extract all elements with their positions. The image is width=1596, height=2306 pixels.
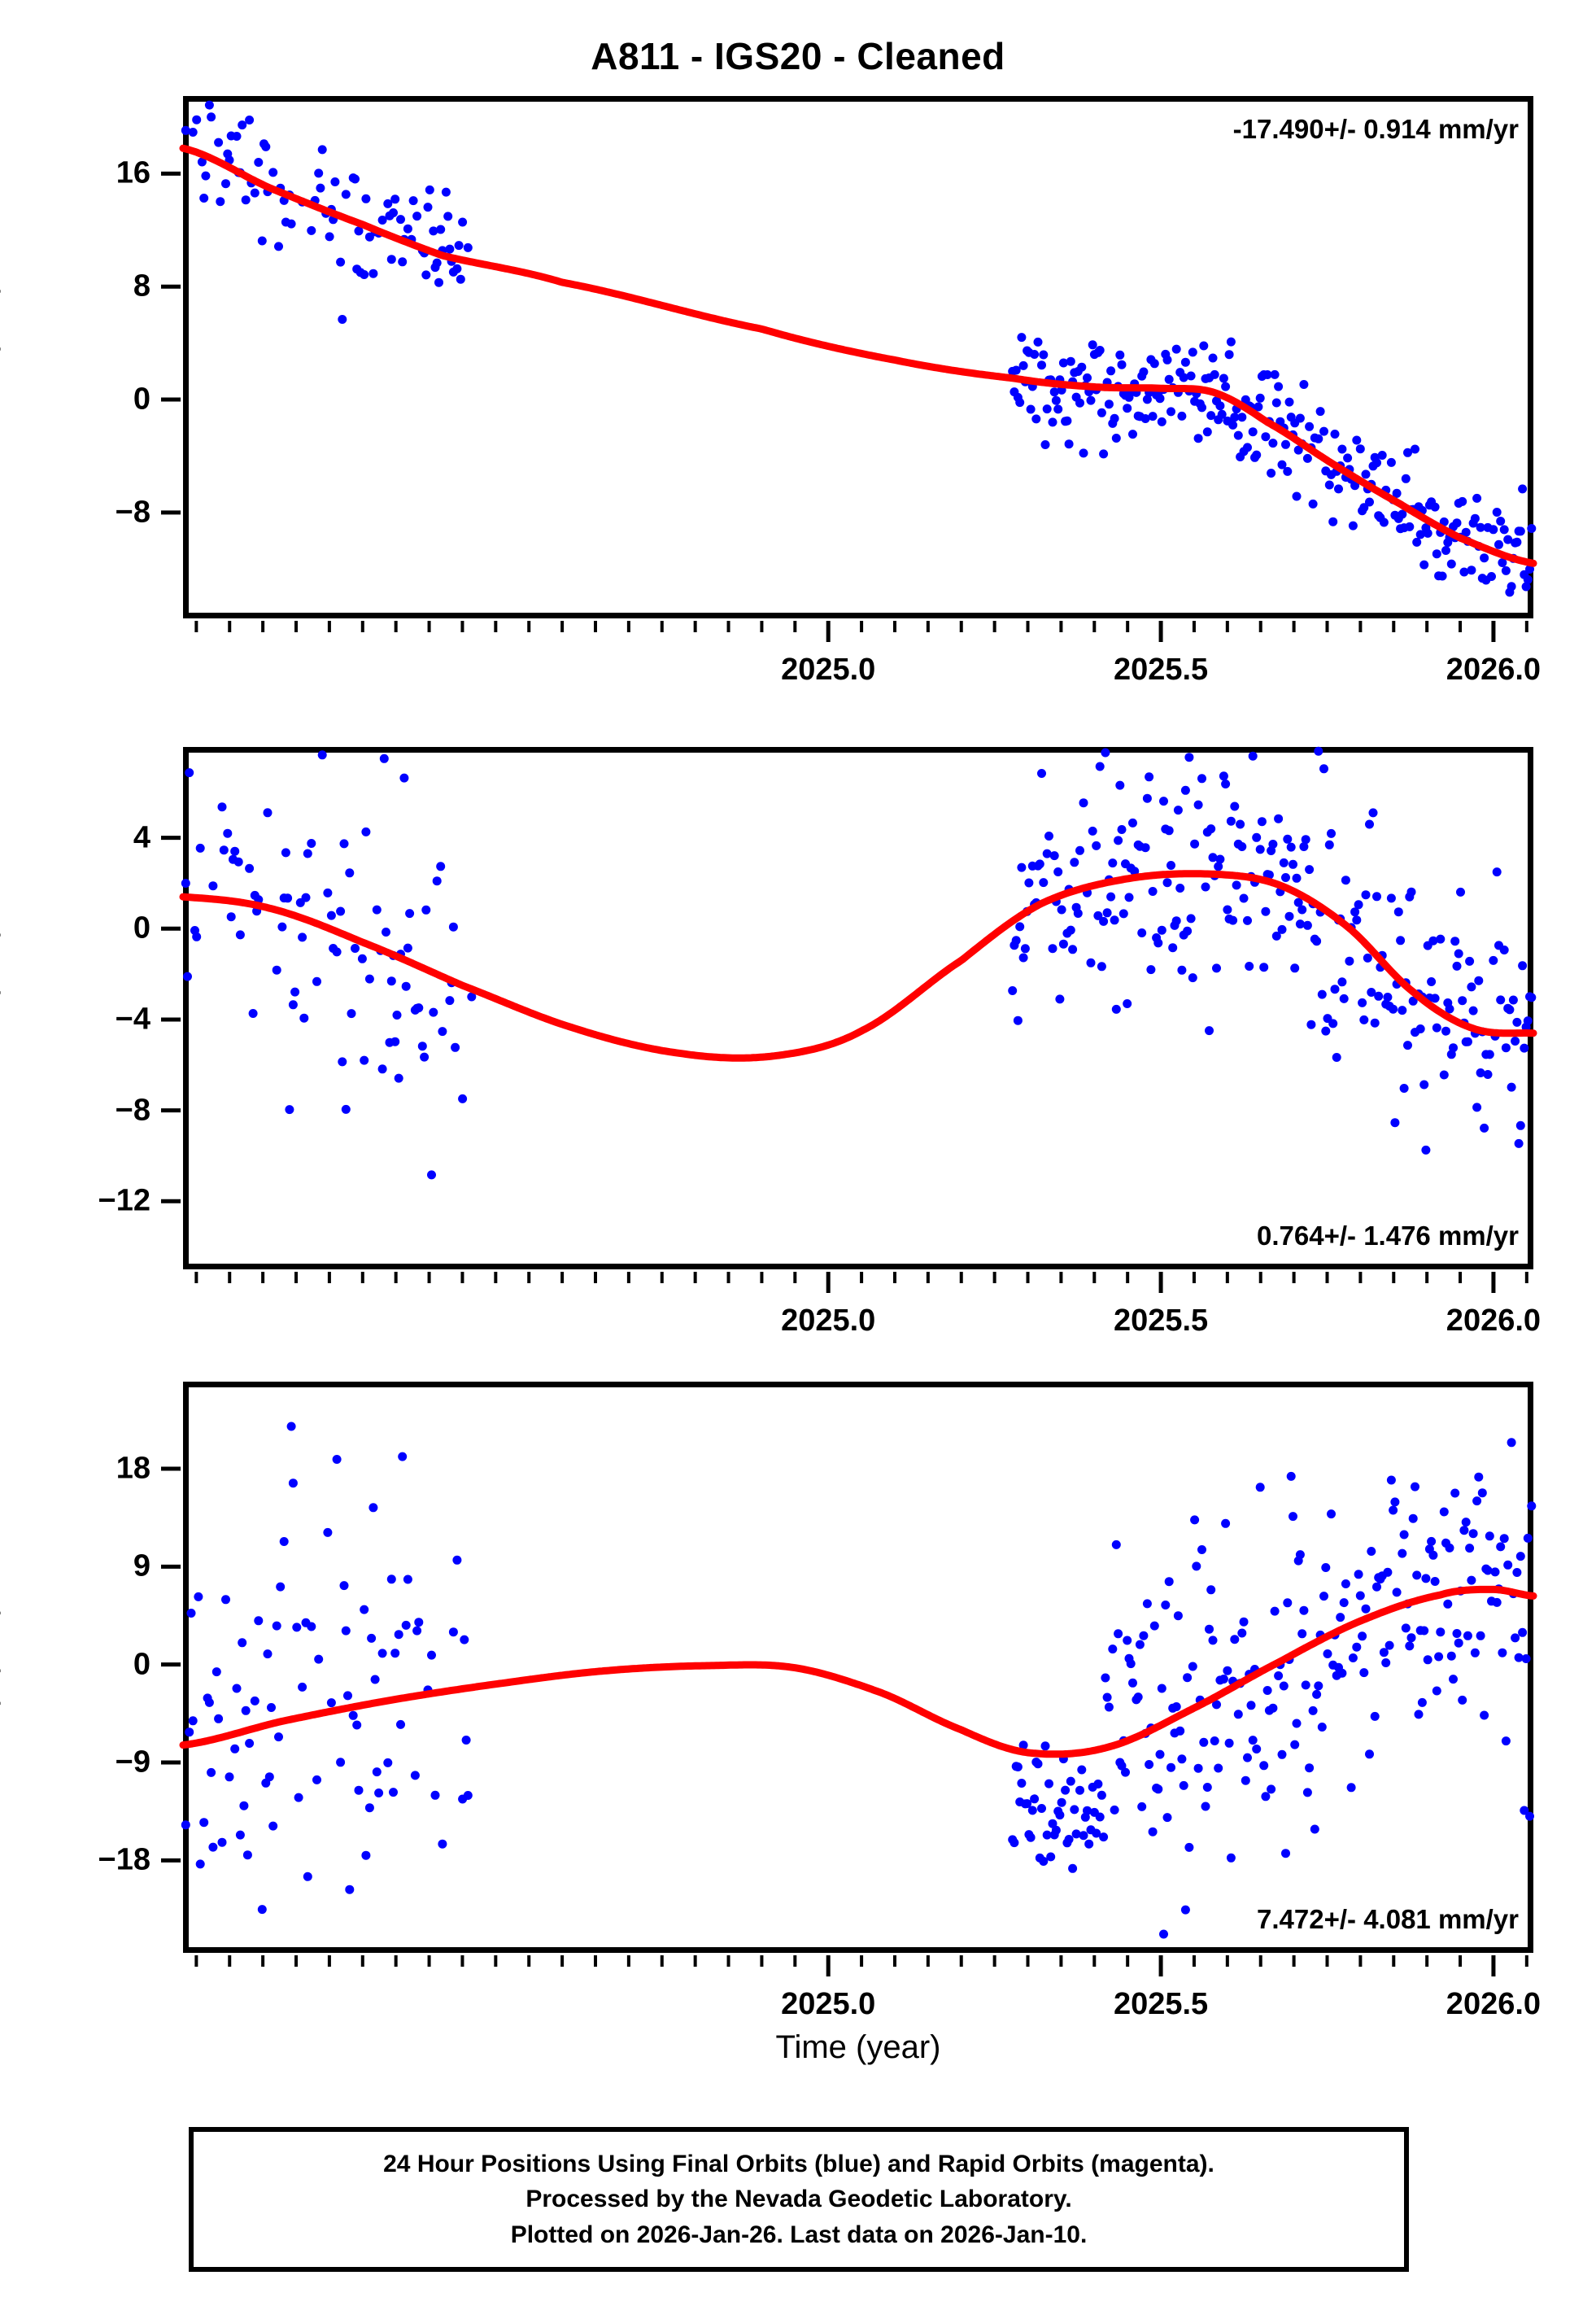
- x-axis-title: Time (year): [775, 2029, 941, 2065]
- y-tick-label: −9: [115, 1745, 150, 1780]
- rate-label-east: -17.490+/- 0.914 mm/yr: [1232, 114, 1519, 144]
- x-tick-label: 2026.0: [1446, 653, 1541, 687]
- y-tick-label: 9: [133, 1548, 150, 1583]
- y-tick-label: 8: [133, 269, 150, 304]
- y-axis-title-up: Up (mm): [0, 1604, 2, 1731]
- caption-line: Processed by the Nevada Geodetic Laborat…: [525, 2186, 1072, 2213]
- y-tick-label: 0: [133, 911, 150, 946]
- y-tick-label: 4: [133, 820, 150, 855]
- x-tick-label: 2025.5: [1113, 1987, 1209, 2021]
- x-tick-label: 2025.5: [1113, 653, 1209, 687]
- y-tick-label: 16: [116, 155, 150, 190]
- y-tick-label: 18: [116, 1451, 150, 1486]
- y-tick-label: −8: [115, 1093, 150, 1128]
- y-tick-label: −12: [98, 1183, 150, 1218]
- x-tick-label: 2025.0: [781, 1304, 876, 1338]
- y-tick-label: 0: [133, 1647, 150, 1682]
- x-tick-label: 2026.0: [1446, 1304, 1541, 1338]
- plot-frame-north: [183, 747, 1533, 1269]
- y-tick-label: −18: [98, 1842, 150, 1877]
- y-axis-title-east: East (mm): [0, 282, 2, 432]
- y-tick-label: −8: [115, 495, 150, 530]
- x-tick-label: 2025.5: [1113, 1304, 1209, 1338]
- rate-label-north: 0.764+/- 1.476 mm/yr: [1257, 1221, 1519, 1251]
- x-tick-label: 2025.0: [781, 1987, 876, 2021]
- caption-line: Plotted on 2026-Jan-26. Last data on 202…: [510, 2221, 1088, 2248]
- y-tick-label: 0: [133, 382, 150, 417]
- rate-label-up: 7.472+/- 4.081 mm/yr: [1257, 1904, 1519, 1934]
- plot-frame-east: [183, 96, 1533, 618]
- y-axis-title-north: North (mm): [0, 926, 2, 1090]
- page-title: A811 - IGS20 - Cleaned: [591, 35, 1005, 77]
- caption-box: 24 Hour Positions Using Final Orbits (bl…: [189, 2127, 1409, 2272]
- x-tick-label: 2025.0: [781, 653, 876, 687]
- caption-line: 24 Hour Positions Using Final Orbits (bl…: [383, 2150, 1214, 2177]
- plot-frame-up: [183, 1382, 1533, 1953]
- y-tick-label: −4: [115, 1002, 150, 1037]
- x-tick-label: 2026.0: [1446, 1987, 1541, 2021]
